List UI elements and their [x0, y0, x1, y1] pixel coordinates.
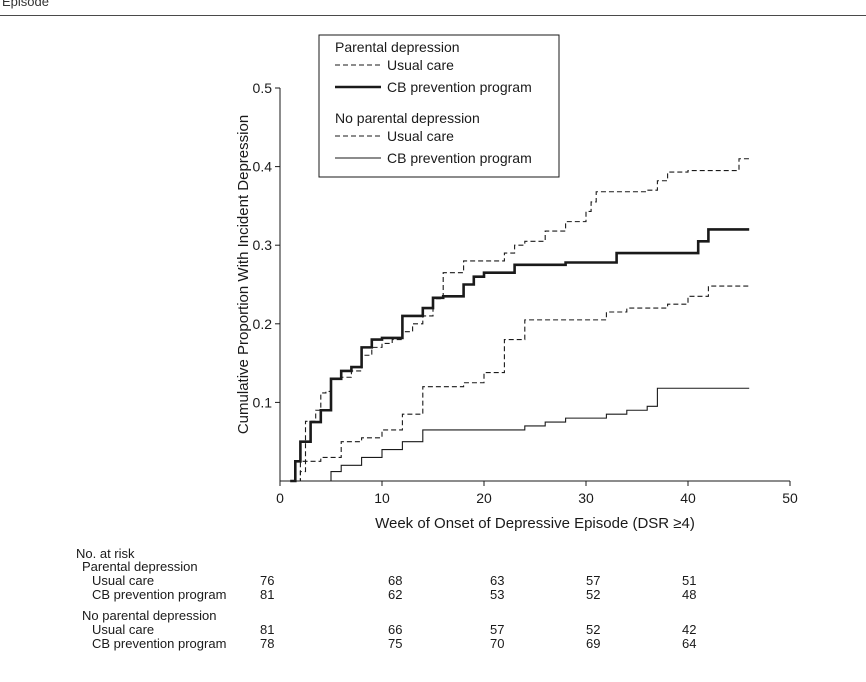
series-line-3 [290, 285, 750, 482]
legend-box [318, 34, 560, 178]
legend-item-label: CB prevention program [387, 150, 532, 166]
y-tick-label: 0.2 [253, 316, 273, 332]
x-tick-label: 20 [476, 490, 492, 506]
y-tick-label: 0.3 [253, 237, 273, 253]
legend-item-label: CB prevention program [387, 79, 532, 95]
header-rule [0, 15, 866, 16]
y-tick-label: 0.1 [253, 394, 273, 410]
y-tick-label: 0.5 [253, 80, 273, 96]
x-tick-label: 0 [276, 490, 284, 506]
x-tick-label: 50 [782, 490, 798, 506]
header-label: Episode [2, 0, 49, 9]
series-line-4 [290, 387, 750, 482]
legend-group-title: Parental depression [335, 39, 460, 55]
y-axis-label: Cumulative Proportion With Incident Depr… [235, 115, 252, 434]
x-tick-label: 40 [680, 490, 696, 506]
legend-item-label: Usual care [387, 57, 454, 73]
series-line-2 [290, 228, 750, 483]
series-line-1 [290, 158, 750, 482]
page-header: Episode [0, 0, 866, 16]
legend-item-label: Usual care [387, 128, 454, 144]
x-tick-label: 10 [374, 490, 390, 506]
legend-group-title: No parental depression [335, 110, 480, 126]
x-axis-label: Week of Onset of Depressive Episode (DSR… [375, 515, 695, 532]
x-tick-label: 30 [578, 490, 594, 506]
y-tick-label: 0.4 [253, 159, 273, 175]
